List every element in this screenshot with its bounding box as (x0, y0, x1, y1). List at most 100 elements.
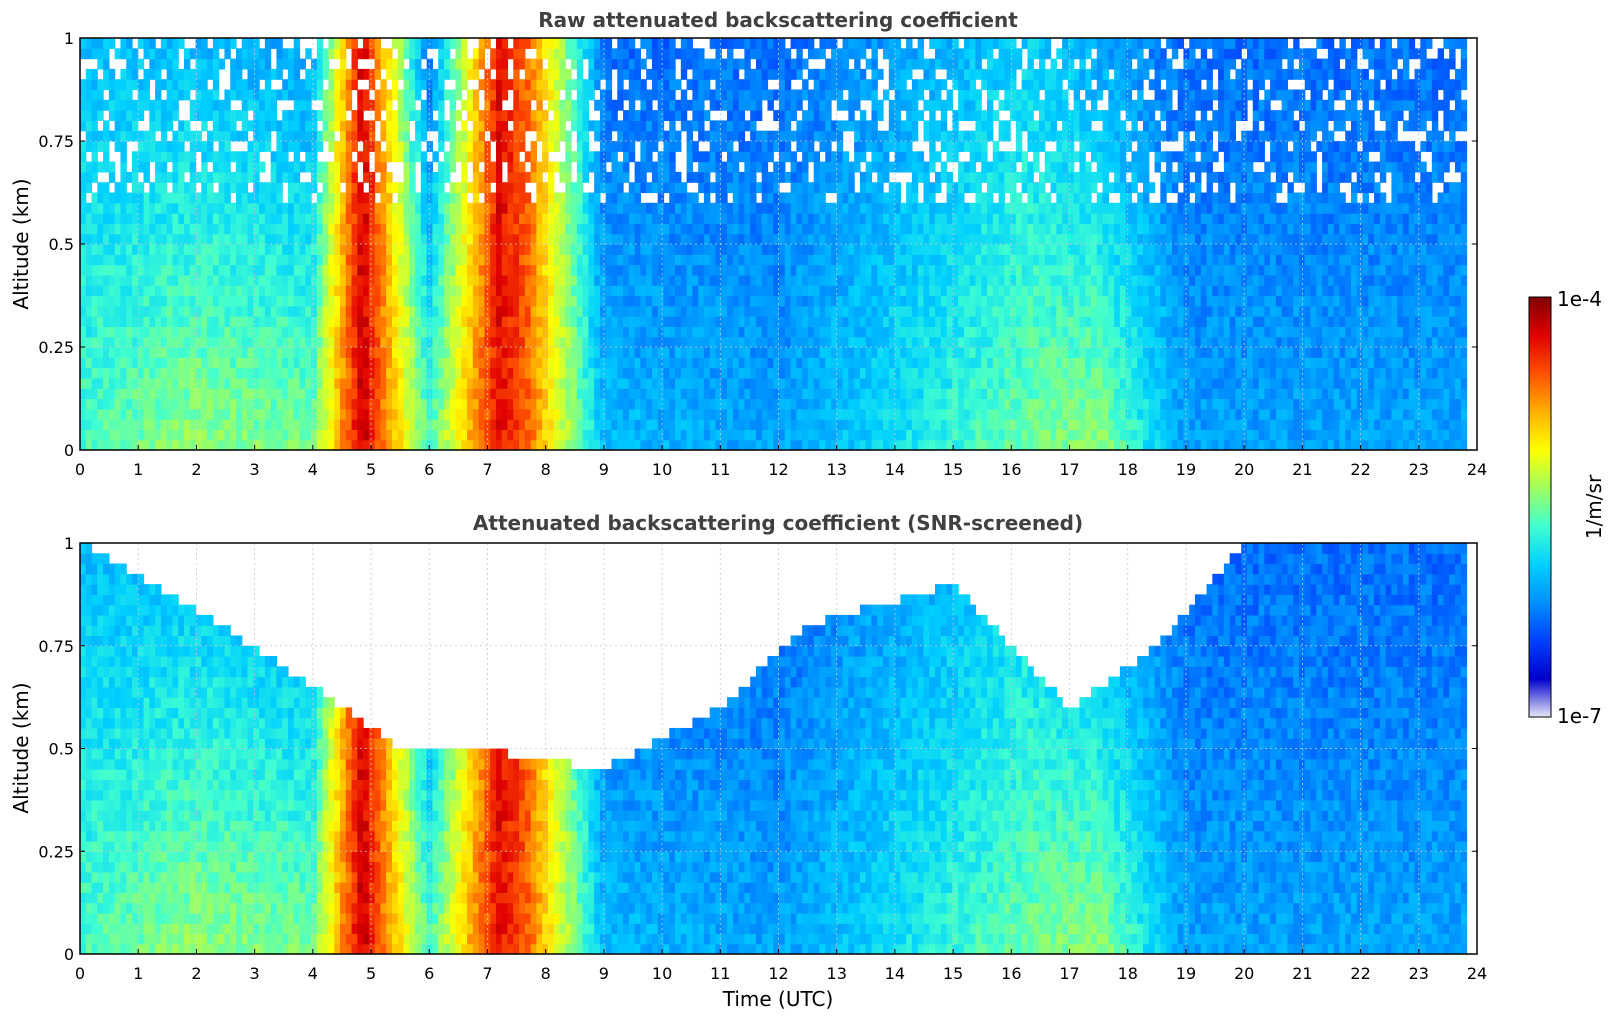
heatmap-cell (438, 388, 445, 400)
heatmap-cell (91, 110, 98, 121)
heatmap-cell (397, 38, 405, 49)
heatmap-cell (247, 151, 254, 163)
heatmap-cell (420, 161, 428, 173)
heatmap-cell (646, 295, 653, 307)
heatmap-cell (490, 285, 497, 297)
heatmap-cell (201, 274, 208, 286)
heatmap-cell (172, 213, 179, 224)
heatmap-cell (386, 120, 393, 132)
heatmap-cell (530, 58, 537, 70)
heatmap-cell (218, 233, 226, 245)
heatmap-cell (207, 202, 214, 214)
heatmap-cell (449, 192, 457, 204)
heatmap-cell (750, 110, 757, 121)
heatmap-cell (779, 89, 786, 101)
heatmap-cell (432, 274, 439, 286)
heatmap-cell (732, 264, 740, 276)
heatmap-cell (299, 130, 306, 142)
heatmap-cell (727, 79, 734, 91)
heatmap-cell (854, 336, 861, 348)
heatmap-cell (189, 357, 197, 369)
heatmap-cell (859, 336, 867, 348)
heatmap-cell (391, 439, 399, 451)
heatmap-cell (212, 398, 220, 410)
heatmap-cell (478, 141, 486, 152)
heatmap-cell (715, 192, 722, 204)
heatmap-cell (287, 223, 295, 235)
heatmap-cell (201, 192, 208, 204)
heatmap-cell (235, 192, 243, 204)
heatmap-cell (155, 408, 162, 420)
heatmap-cell (605, 295, 613, 307)
heatmap-cell (755, 213, 763, 224)
heatmap-cell (617, 429, 624, 441)
heatmap-cell (784, 233, 792, 245)
heatmap-cell (559, 377, 566, 389)
heatmap-cell (628, 141, 636, 152)
heatmap-cell (738, 326, 745, 338)
heatmap-cell (235, 223, 243, 235)
heatmap-cell (108, 326, 116, 338)
heatmap-cell (640, 171, 647, 183)
heatmap-cell (270, 274, 278, 286)
heatmap-cell (172, 347, 179, 358)
heatmap-cell (397, 244, 405, 255)
heatmap-cell (449, 326, 457, 338)
heatmap-cell (559, 367, 566, 379)
heatmap-cell (224, 367, 231, 379)
heatmap-cell (166, 58, 174, 70)
heatmap-cell (784, 285, 792, 297)
heatmap-cell (779, 130, 786, 142)
heatmap-cell (409, 336, 416, 348)
heatmap-cell (686, 285, 693, 297)
heatmap-cell (374, 161, 382, 173)
heatmap-cell (189, 161, 197, 173)
heatmap-cell (403, 408, 410, 420)
heatmap-cell (351, 264, 358, 276)
heatmap-cell (825, 89, 832, 101)
heatmap-cell (149, 202, 156, 214)
heatmap-cell (311, 213, 318, 224)
heatmap-cell (651, 274, 659, 286)
heatmap-cell (732, 58, 740, 70)
heatmap-cell (796, 439, 803, 451)
heatmap-cell (218, 254, 226, 266)
heatmap-cell (472, 58, 480, 70)
heatmap-cell (536, 130, 543, 142)
heatmap-cell (368, 68, 376, 80)
heatmap-cell (149, 295, 156, 307)
heatmap-cell (259, 130, 266, 142)
heatmap-cell (547, 58, 555, 70)
heatmap-cell (542, 336, 549, 348)
heatmap-cell (576, 419, 584, 430)
heatmap-cell (773, 429, 780, 441)
heatmap-cell (675, 213, 682, 224)
heatmap-cell (842, 347, 849, 358)
heatmap-cell (582, 377, 589, 389)
heatmap-cell (276, 316, 283, 327)
heatmap-cell (669, 295, 676, 307)
heatmap-cell (721, 295, 728, 307)
heatmap-cell (166, 347, 174, 358)
heatmap-cell (207, 347, 214, 358)
heatmap-cell (97, 161, 104, 173)
heatmap-cell (224, 398, 231, 410)
heatmap-cell (680, 182, 688, 194)
heatmap-cell (750, 89, 757, 101)
heatmap-cell (524, 254, 532, 266)
heatmap-cell (669, 89, 676, 101)
heatmap-cell (513, 336, 520, 348)
heatmap-cell (455, 295, 462, 307)
heatmap-cell (732, 388, 740, 400)
heatmap-cell (559, 68, 566, 80)
heatmap-cell (438, 439, 445, 451)
heatmap-cell (680, 99, 688, 111)
heatmap-cell (709, 347, 717, 358)
heatmap-cell (461, 141, 468, 152)
heatmap-cell (241, 99, 249, 111)
heatmap-cell (732, 192, 740, 204)
heatmap-cell (409, 347, 416, 358)
heatmap-cell (588, 347, 595, 358)
heatmap-cell (264, 429, 272, 441)
heatmap-cell (241, 223, 249, 235)
